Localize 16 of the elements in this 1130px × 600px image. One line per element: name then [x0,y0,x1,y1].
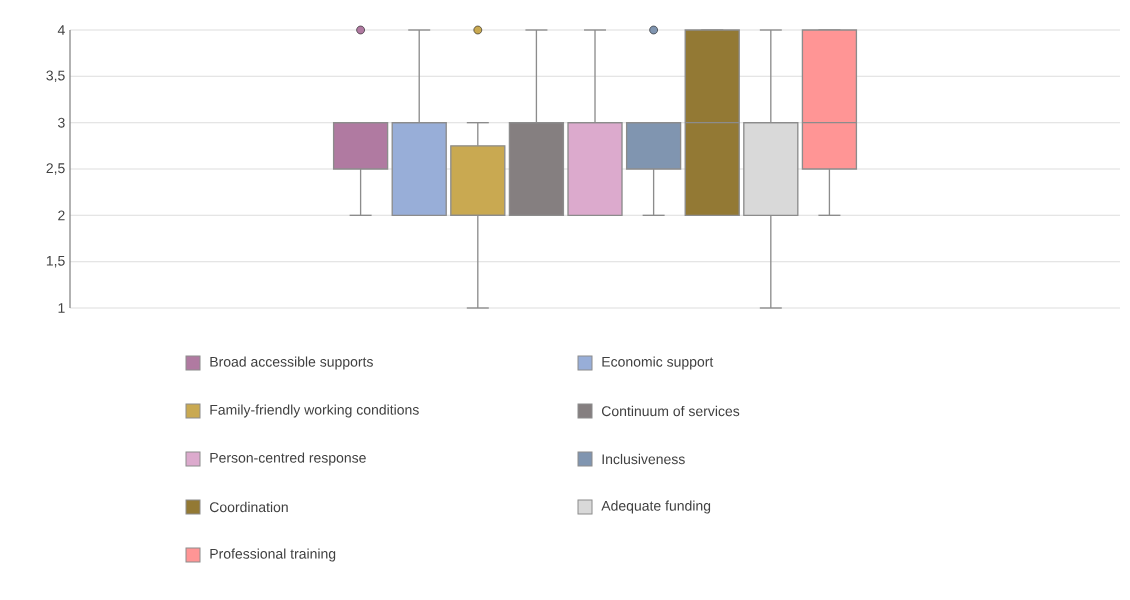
legend-label: Economic support [602,356,714,370]
legend-label: Continuum of services [601,405,740,417]
legend-label: Professional training [210,548,336,562]
y-tick-label: 3 [58,117,65,128]
legend-label: Inclusiveness [602,453,685,465]
y-tick-label: 1,5 [46,255,65,268]
y-tick-label: 2,5 [46,163,65,175]
legend-label: Adequate funding [601,500,711,514]
legend-label: Broad accessible supports [210,356,373,370]
y-tick-label: 4 [57,25,65,35]
legend-label: Coordination [209,501,288,513]
legend-label: Family-friendly working conditions [210,404,419,418]
y-tick-label: 1 [58,303,65,313]
y-tick-label: 3,5 [46,70,65,83]
y-tick-label: 2 [58,210,65,221]
legend-label: Person-centred response [210,452,366,466]
